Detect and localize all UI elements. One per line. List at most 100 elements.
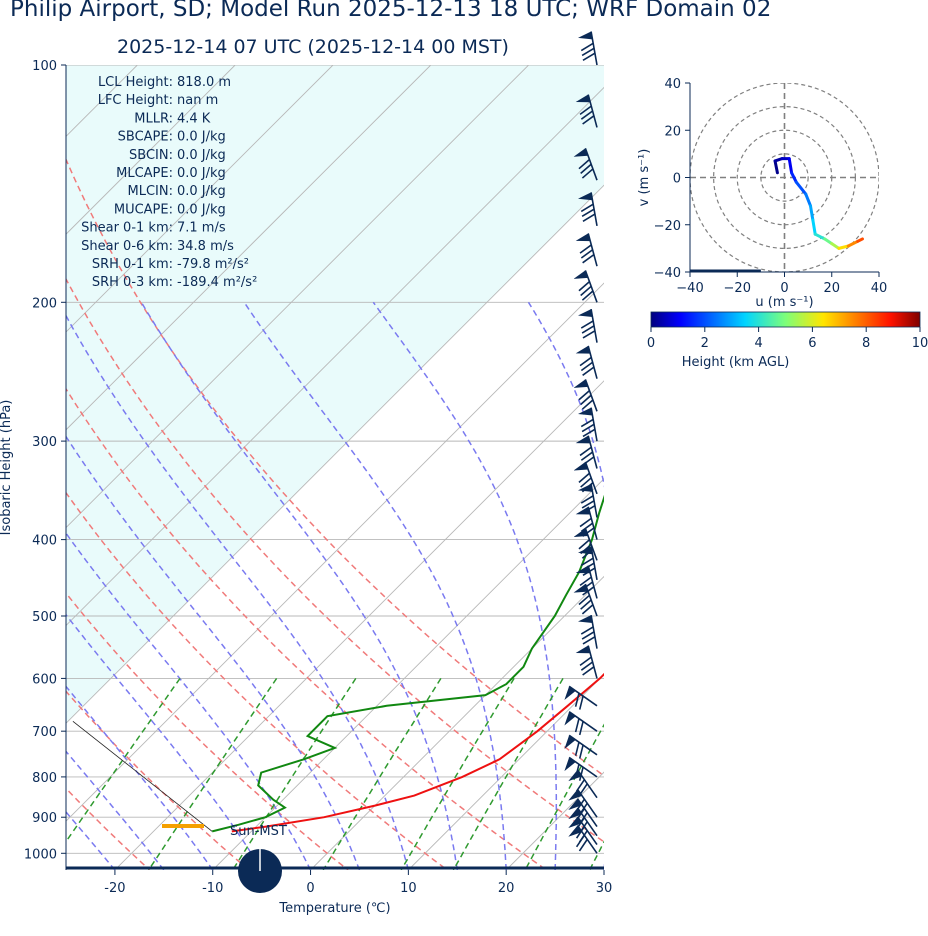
stat-label: SRH 0-1 km: xyxy=(92,257,173,272)
cape-shading xyxy=(66,65,604,724)
wind-barb-feather xyxy=(580,661,594,671)
hodograph-y-label: v (m s⁻¹) xyxy=(637,149,652,207)
sun-label: Sun-MST xyxy=(230,824,287,839)
stat-label: MLCIN: xyxy=(128,184,173,199)
wind-barb-feather xyxy=(578,281,591,292)
y-tick-label: 800 xyxy=(32,771,57,786)
moist-adiabat xyxy=(66,314,410,870)
isotherm-line xyxy=(310,575,604,870)
wind-barb-icon xyxy=(578,192,598,227)
wind-barb-feather xyxy=(581,500,595,509)
parcel-path xyxy=(72,720,213,832)
wind-barb-icon xyxy=(578,546,598,581)
wind-barb-feather xyxy=(580,361,594,372)
wind-barb-feather xyxy=(580,495,594,504)
wind-barb-feather xyxy=(578,721,584,736)
stat-value: 0.0 J/kg xyxy=(177,202,226,217)
wind-barb-shaft xyxy=(564,734,598,759)
wind-barb-feather xyxy=(581,208,595,218)
wind-barb-feather xyxy=(578,472,591,483)
wind-barb-icon xyxy=(564,734,598,759)
wind-barb-flag xyxy=(578,615,593,623)
wind-barb-shaft xyxy=(578,614,598,649)
wind-barb-feather xyxy=(580,110,594,120)
wind-barb-feather xyxy=(578,158,591,170)
wind-barb-icon xyxy=(575,233,598,267)
dry-adiabat xyxy=(66,387,547,870)
wind-barb-feather xyxy=(578,838,588,852)
wind-barb-feather xyxy=(582,666,595,676)
stat-value: 4.4 K xyxy=(177,111,211,126)
wind-barb-flag xyxy=(575,94,591,103)
wind-barb-staff xyxy=(584,379,598,412)
wind-barb-icon xyxy=(573,270,598,303)
wind-barb-shaft xyxy=(564,711,598,736)
wind-barb-flag xyxy=(578,407,593,416)
wind-barb-feather xyxy=(578,390,591,401)
wind-barb-feather xyxy=(580,599,592,610)
wind-barb-staff xyxy=(587,233,598,267)
wind-barb-staff xyxy=(576,816,598,846)
wind-barb-shaft xyxy=(573,379,598,412)
mixing-ratio-line xyxy=(524,723,604,870)
wind-barb-flag xyxy=(573,584,589,593)
mixing-ratio-line xyxy=(322,677,442,870)
wind-barb-feather xyxy=(579,446,592,457)
wind-barb-shaft xyxy=(578,308,598,343)
hodograph-segment xyxy=(811,218,817,236)
wind-barb-flag xyxy=(568,789,583,801)
wind-barb-feather xyxy=(581,604,594,615)
wind-barb-shaft xyxy=(575,233,598,267)
wind-barb-shaft xyxy=(575,94,598,128)
wind-barb-flag xyxy=(573,148,589,157)
wind-barb-shaft xyxy=(573,270,598,303)
hodograph-segment xyxy=(808,204,815,222)
colorbar-tick-label: 2 xyxy=(701,336,709,351)
isotherm-line xyxy=(66,282,604,822)
stat-value: 818.0 m xyxy=(177,75,231,90)
hodograph-y-tick-label: −20 xyxy=(654,219,681,234)
hodograph-x-tick-label: 40 xyxy=(871,281,888,296)
dry-adiabat xyxy=(66,277,604,843)
wind-barb-flag xyxy=(564,735,576,750)
wind-barb-staff xyxy=(584,583,598,617)
wind-barb-staff xyxy=(587,435,598,469)
wind-barb-feather xyxy=(582,253,595,264)
hodograph-x-label: u (m s⁻¹) xyxy=(755,295,813,310)
wind-barb-shaft xyxy=(578,483,598,518)
hodograph-x-tick-label: −20 xyxy=(724,281,751,296)
hodograph-segment xyxy=(794,180,808,196)
hodograph-y-tick-label: 20 xyxy=(664,124,681,139)
wind-barb-flag xyxy=(564,711,576,726)
wind-barb-feather xyxy=(579,105,592,115)
wind-barb-feather xyxy=(580,557,594,567)
colorbar-tick-label: 0 xyxy=(647,336,655,351)
isotherm-line xyxy=(66,65,334,333)
wind-barb-feather xyxy=(582,52,596,62)
mixing-ratio-line xyxy=(452,678,564,870)
y-tick-label: 300 xyxy=(32,435,57,450)
stat-label: SBCIN: xyxy=(129,148,173,163)
stat-label: Shear 0-6 km: xyxy=(81,239,173,254)
moist-adiabat xyxy=(66,613,263,870)
wind-barb-shaft xyxy=(578,31,598,66)
wind-barb-feather xyxy=(581,631,595,640)
wind-barb-flag xyxy=(568,798,583,811)
stat-label: SBCAPE: xyxy=(118,130,173,145)
wind-barb-feather xyxy=(579,517,592,528)
wind-barb-shaft xyxy=(575,435,598,469)
y-tick-label: 500 xyxy=(32,610,57,625)
isotherm-line xyxy=(66,65,529,529)
wind-barb-feather xyxy=(578,766,584,781)
isotherm-line xyxy=(66,86,604,627)
wind-barb-feather xyxy=(580,285,592,297)
wind-barb-feather xyxy=(581,423,595,433)
wind-barb-feather xyxy=(578,744,584,759)
wind-barb-feather xyxy=(579,656,592,666)
wind-barb-flag xyxy=(578,309,593,317)
wind-barb-flag xyxy=(564,757,576,772)
colorbar-label: Height (km AGL) xyxy=(682,355,790,370)
wind-barb-icon xyxy=(568,824,598,854)
stat-label: MLLR: xyxy=(134,111,173,126)
stat-value: 0.0 J/kg xyxy=(177,184,226,199)
